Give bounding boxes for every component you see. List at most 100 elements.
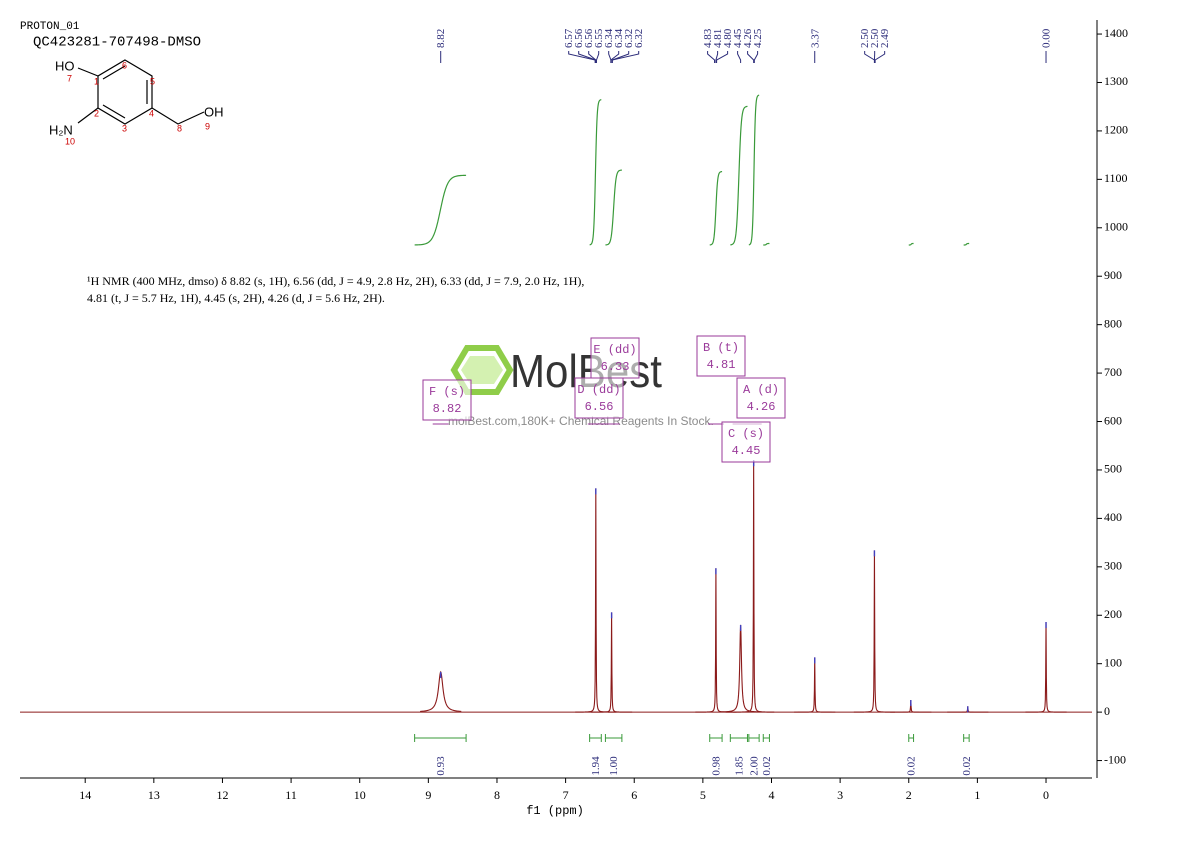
x-tick-label: 9 xyxy=(425,788,431,802)
experiment-name: PROTON_01 xyxy=(20,21,80,33)
integral-bracket xyxy=(604,734,623,742)
y-tick-label: 300 xyxy=(1104,559,1122,573)
x-tick-label: 0 xyxy=(1043,788,1049,802)
integral-label: 1.00 xyxy=(608,756,620,776)
integral-label: 0.93 xyxy=(435,756,447,776)
atom-number: 3 xyxy=(122,123,127,133)
integral-bracket xyxy=(414,734,467,742)
multiplet-box xyxy=(422,379,472,421)
integral-label: 0.02 xyxy=(906,756,918,775)
peak xyxy=(695,568,737,713)
x-tick-label: 5 xyxy=(700,788,706,802)
y-tick-label: 400 xyxy=(1104,510,1122,524)
x-tick-label: 7 xyxy=(563,788,569,802)
multiplet-shift: 6.56 xyxy=(585,400,614,414)
y-tick-label: 1100 xyxy=(1104,171,1128,185)
atom-number: 2 xyxy=(94,108,99,118)
integral-label: 1.94 xyxy=(590,756,602,776)
multiplet-box xyxy=(736,377,786,419)
y-tick-label: 1400 xyxy=(1104,26,1128,40)
multiplet-shift: 4.45 xyxy=(732,444,761,458)
peak-label: 6.32 xyxy=(633,29,645,48)
sample-name: QC423281-707498-DMSO xyxy=(33,35,201,51)
peak-label-line xyxy=(753,51,759,63)
peak-label: 6.34 xyxy=(603,28,615,48)
y-tick-label: -100 xyxy=(1104,752,1126,766)
integral-bracket xyxy=(762,734,770,742)
peak-label: 4.83 xyxy=(702,28,714,48)
watermark-tagline: molBest.com,180K+ Chemical Reagents In S… xyxy=(448,414,714,428)
y-tick-label: 800 xyxy=(1104,316,1122,330)
y-tick-label: 700 xyxy=(1104,365,1122,379)
peak-label: 4.25 xyxy=(752,28,764,48)
bonds xyxy=(77,67,205,125)
multiplet-label: D (dd) xyxy=(577,383,620,397)
y-tick-label: 0 xyxy=(1104,704,1110,718)
peak-label: 4.45 xyxy=(732,28,744,48)
description-line: 4.81 (t, J = 5.7 Hz, 1H), 4.45 (s, 2H), … xyxy=(87,291,385,305)
x-tick-label: 11 xyxy=(285,788,297,802)
integral-bracket xyxy=(709,734,723,742)
atom-label: OH xyxy=(204,104,224,119)
x-tick-label: 14 xyxy=(79,788,91,802)
atom-number: 4 xyxy=(149,108,154,118)
integral-label: 1.85 xyxy=(733,756,745,776)
peak-label-line xyxy=(568,51,596,63)
multiplet-box xyxy=(574,377,624,419)
peak-label: 2.49 xyxy=(879,28,891,48)
integral-bracket xyxy=(748,734,760,742)
peak-label-line xyxy=(747,51,755,63)
x-tick-label: 4 xyxy=(768,788,774,802)
integral-bracket xyxy=(908,734,915,742)
structure-labels: HO 7 1 6 5 2 3 4 8 OH 9 H₂N 10 xyxy=(49,58,224,146)
multiplet-shift: 8.82 xyxy=(433,402,462,416)
multiplet-shift: 6.33 xyxy=(601,360,630,374)
multiplet-box xyxy=(696,335,746,377)
integral-curve xyxy=(748,94,760,246)
integral-curve xyxy=(963,242,970,246)
peak xyxy=(853,550,896,713)
peak-label-line xyxy=(707,51,716,63)
peak-label-line xyxy=(611,51,640,63)
peak-label: 6.56 xyxy=(583,28,595,48)
y-tick-label: 200 xyxy=(1104,607,1122,621)
x-tick-label: 3 xyxy=(837,788,843,802)
peak xyxy=(794,657,836,713)
integral-curve xyxy=(709,170,723,246)
atom-label: H₂N xyxy=(49,122,73,137)
peak-label: 6.34 xyxy=(613,28,625,48)
peak-label: 2.50 xyxy=(859,28,871,48)
atom-number: 9 xyxy=(205,121,210,131)
integral-curve xyxy=(730,105,748,246)
atom-number: 6 xyxy=(122,60,127,70)
y-tick-label: 900 xyxy=(1104,268,1122,282)
peak-label-line xyxy=(864,51,875,63)
integral-bracket xyxy=(589,734,602,742)
y-tick-label: 1200 xyxy=(1104,123,1128,137)
integral-label: 0.02 xyxy=(961,756,973,775)
peak-label: 4.81 xyxy=(712,29,724,48)
atom-number: 1 xyxy=(94,76,99,86)
peak-label: 8.82 xyxy=(435,29,447,48)
y-tick-label: 1000 xyxy=(1104,220,1128,234)
double-bonds xyxy=(102,65,148,119)
peak-label: 6.32 xyxy=(623,29,635,48)
peak-label-line xyxy=(716,51,729,63)
peak-label: 4.80 xyxy=(722,28,734,48)
multiplet-box xyxy=(590,337,640,379)
peak-label: 6.57 xyxy=(563,28,575,48)
integral-bracket xyxy=(963,734,970,742)
multiplet-label: F (s) xyxy=(429,385,465,399)
peak-label-line xyxy=(737,51,742,63)
peak-label: 0.00 xyxy=(1041,28,1053,48)
peak-label: 2.50 xyxy=(869,28,881,48)
peak-label-line xyxy=(595,51,600,63)
y-tick-label: 1300 xyxy=(1104,74,1128,88)
y-tick-label: 500 xyxy=(1104,462,1122,476)
multiplet-label: E (dd) xyxy=(593,343,636,357)
x-tick-label: 1 xyxy=(974,788,980,802)
peak-label-line xyxy=(588,51,597,63)
multiplet-shift: 4.81 xyxy=(707,358,736,372)
integral-label: 0.02 xyxy=(761,756,773,775)
